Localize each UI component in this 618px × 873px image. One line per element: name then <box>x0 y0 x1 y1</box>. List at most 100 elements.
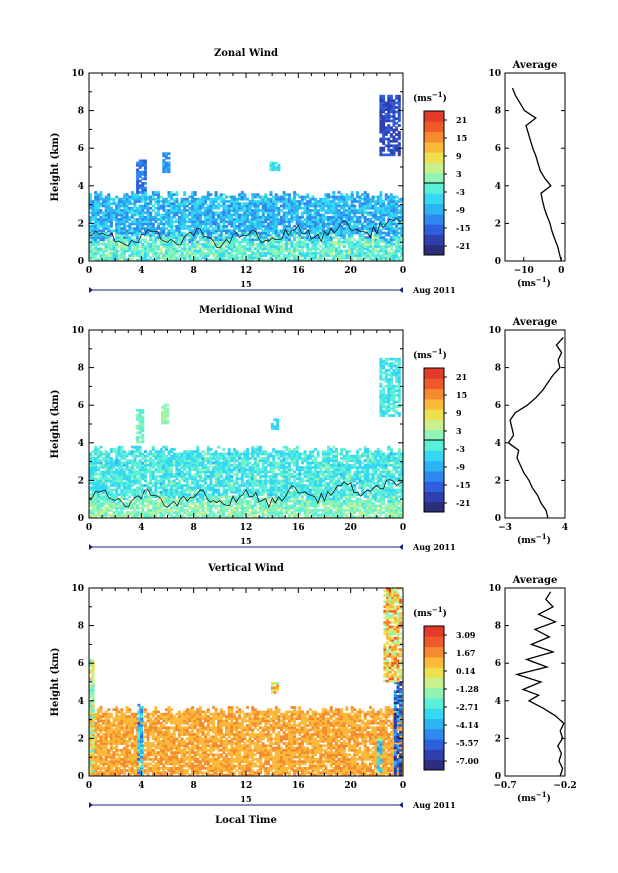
heatmap-cell <box>164 204 168 208</box>
heatmap-cell <box>151 227 155 230</box>
heatmap-cell <box>144 245 147 248</box>
heatmap-cell <box>175 511 179 514</box>
heatmap-cell <box>277 252 281 255</box>
heatmap-cell <box>379 229 383 233</box>
heatmap-cell <box>361 209 365 212</box>
heatmap-cell <box>209 222 213 226</box>
heatmap-cell <box>282 233 286 237</box>
heatmap-cell <box>335 197 338 201</box>
heatmap-cell <box>232 231 236 235</box>
heatmap-cell <box>107 509 111 512</box>
heatmap-cell <box>96 450 100 453</box>
heatmap-cell <box>300 195 304 199</box>
heatmap-cell <box>274 213 278 217</box>
heatmap-cell <box>392 137 396 141</box>
heatmap-cell <box>107 258 111 262</box>
colorbar-tick-label: -21 <box>456 241 470 251</box>
heatmap-cell <box>149 497 153 501</box>
heatmap-cell <box>232 484 236 487</box>
heatmap-cell <box>164 459 168 462</box>
heatmap-cell <box>138 240 142 244</box>
heatmap-cell <box>261 206 265 210</box>
heatmap-cell <box>280 256 283 260</box>
heatmap-cell <box>185 511 189 514</box>
heatmap-cell <box>295 202 299 205</box>
heatmap-cell <box>209 215 213 219</box>
heatmap-cell <box>232 204 236 208</box>
heatmap-cell <box>104 454 108 458</box>
heatmap-cell <box>217 233 221 237</box>
heatmap-cell <box>269 211 273 215</box>
heatmap-cell <box>329 249 333 253</box>
heatmap-cell <box>123 240 126 244</box>
heatmap-cell <box>321 247 325 251</box>
heatmap-cell <box>269 224 273 228</box>
heatmap-cell <box>99 481 103 485</box>
heatmap-cell <box>308 238 312 242</box>
heatmap-cell <box>193 202 197 205</box>
heatmap-cell <box>172 220 176 224</box>
heatmap-cell <box>269 206 273 210</box>
heatmap-cell <box>115 448 119 451</box>
heatmap-cell <box>259 222 263 226</box>
heatmap-cell <box>227 457 231 460</box>
heatmap-cell <box>107 461 111 465</box>
heatmap-cell <box>261 224 265 228</box>
heatmap-cell <box>392 215 396 219</box>
heatmap-cell <box>274 233 278 237</box>
heatmap-cell <box>392 121 396 125</box>
heatmap-cell <box>376 254 380 257</box>
heatmap-cell <box>366 227 370 230</box>
heatmap-cell <box>154 231 158 235</box>
heatmap-cell <box>232 233 236 237</box>
heatmap-cell <box>167 224 171 228</box>
heatmap-cell <box>201 211 205 215</box>
heatmap-cell <box>232 486 236 490</box>
heatmap-cell <box>104 461 108 465</box>
heatmap-cell <box>130 477 134 481</box>
heatmap-cell <box>324 229 328 233</box>
heatmap-cell <box>266 238 270 242</box>
heatmap-cell <box>151 511 155 514</box>
heatmap-cell <box>104 459 108 462</box>
heatmap-cell <box>217 229 221 233</box>
heatmap-cell <box>99 504 103 508</box>
heatmap-cell <box>282 206 286 210</box>
heatmap-cell <box>397 133 401 136</box>
heatmap-cell <box>327 193 331 196</box>
heatmap-cell <box>246 213 249 217</box>
heatmap-cell <box>130 484 134 487</box>
heatmap-cell <box>266 197 270 201</box>
heatmap-cell <box>141 509 145 512</box>
heatmap-cell <box>193 227 197 230</box>
heatmap-cell <box>222 486 226 490</box>
heatmap-cell <box>162 152 166 155</box>
heatmap-cell <box>214 488 218 492</box>
heatmap-cell <box>395 256 399 260</box>
heatmap-cell <box>117 448 121 451</box>
heatmap-cell <box>314 220 317 224</box>
heatmap-cell <box>287 249 291 253</box>
heatmap-cell <box>308 256 312 260</box>
heatmap-cell <box>130 227 134 230</box>
heatmap-cell <box>256 204 260 208</box>
heatmap-cell <box>225 204 229 208</box>
heatmap-cell <box>188 231 192 235</box>
heatmap-cell <box>232 502 236 505</box>
heatmap-cell <box>193 204 197 208</box>
heatmap-cell <box>397 238 401 242</box>
heatmap-cell <box>376 215 380 219</box>
heatmap-cell <box>188 463 192 467</box>
heatmap-cell <box>350 204 354 208</box>
heatmap-cell <box>107 513 111 517</box>
heatmap-cell <box>361 224 365 228</box>
heatmap-cell <box>321 222 325 226</box>
heatmap-cell <box>144 197 147 201</box>
y-tick-label: 4 <box>78 182 84 192</box>
heatmap-cell <box>115 459 119 462</box>
heatmap-cell <box>201 236 205 239</box>
heatmap-cell <box>178 202 181 205</box>
heatmap-cell <box>104 497 108 501</box>
heatmap-cell <box>382 137 386 141</box>
heatmap-cell <box>167 502 171 505</box>
